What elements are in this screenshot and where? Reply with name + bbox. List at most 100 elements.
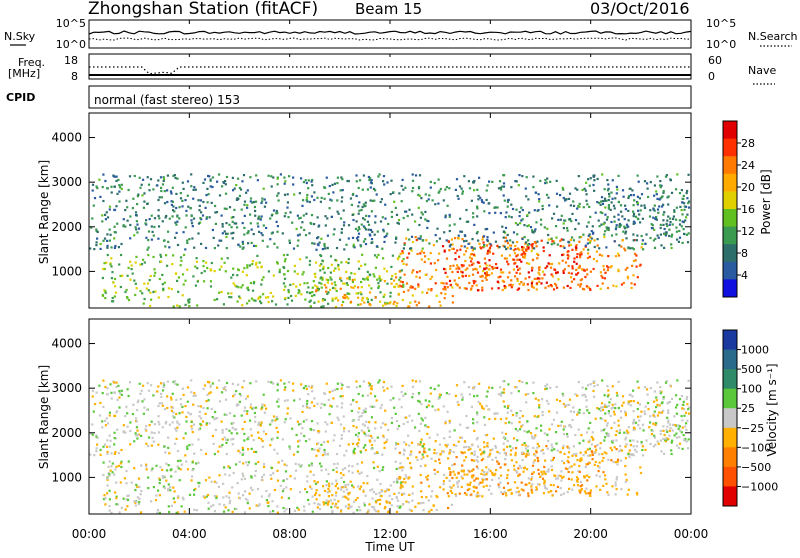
data-cell	[463, 245, 466, 248]
data-cell	[337, 487, 340, 490]
data-cell	[686, 447, 690, 450]
data-cell	[491, 287, 494, 290]
data-cell	[320, 196, 323, 199]
data-cell	[110, 265, 113, 268]
data-cell	[558, 262, 561, 265]
data-cell	[223, 466, 226, 469]
data-cell	[477, 400, 480, 403]
data-cell	[328, 185, 331, 188]
data-cell	[562, 188, 565, 191]
data-cell	[101, 392, 104, 395]
data-cell	[527, 492, 530, 495]
data-cell	[351, 279, 354, 282]
data-cell	[341, 495, 344, 498]
data-cell	[420, 481, 423, 484]
data-cell	[612, 439, 615, 442]
data-cell	[437, 178, 440, 181]
data-cell	[265, 432, 268, 436]
data-cell	[173, 416, 176, 419]
data-cell	[476, 491, 479, 494]
data-cell	[382, 386, 385, 389]
data-cell	[255, 380, 258, 383]
data-cell	[364, 238, 367, 241]
data-cell	[270, 214, 273, 217]
data-cell	[606, 179, 609, 182]
data-cell	[145, 287, 148, 290]
data-cell	[437, 202, 440, 205]
data-cell	[540, 223, 543, 226]
data-cell	[263, 205, 266, 208]
data-cell	[213, 418, 216, 421]
data-cell	[407, 305, 410, 308]
data-cell	[297, 508, 300, 511]
data-cell	[384, 505, 387, 509]
data-cell	[555, 442, 558, 445]
data-cell	[122, 424, 125, 427]
data-cell	[379, 300, 382, 303]
data-cell	[308, 464, 311, 467]
data-cell	[176, 511, 179, 514]
data-cell	[516, 486, 519, 489]
data-cell	[93, 454, 96, 457]
data-cell	[110, 397, 113, 400]
data-cell	[607, 204, 610, 207]
data-cell	[662, 396, 665, 399]
data-cell	[133, 440, 136, 443]
data-cell	[438, 252, 441, 255]
data-cell	[136, 496, 139, 499]
data-cell	[307, 187, 310, 190]
data-cell	[231, 510, 234, 513]
data-cell	[637, 386, 640, 389]
data-cell	[224, 386, 227, 389]
data-cell	[463, 473, 466, 476]
data-cell	[233, 428, 236, 431]
data-cell	[172, 497, 175, 500]
data-cell	[340, 231, 343, 234]
data-cell	[603, 199, 607, 202]
data-cell	[604, 206, 607, 209]
data-cell	[461, 271, 464, 274]
data-cell	[604, 478, 607, 481]
data-cell	[167, 464, 170, 467]
data-cell	[325, 468, 328, 471]
data-cell	[575, 255, 579, 259]
data-cell	[382, 466, 385, 469]
data-cell	[440, 281, 443, 284]
data-cell	[228, 412, 232, 415]
data-cell	[662, 409, 665, 412]
data-cell	[383, 280, 386, 283]
data-cell	[357, 432, 360, 435]
data-cell	[402, 422, 405, 426]
data-cell	[186, 445, 189, 448]
data-cell	[374, 421, 377, 424]
data-cell	[610, 234, 614, 237]
data-cell	[520, 281, 523, 284]
data-cell	[394, 447, 397, 450]
data-cell	[125, 405, 128, 408]
data-cell	[635, 450, 638, 453]
data-cell	[382, 257, 385, 260]
data-cell	[118, 390, 121, 393]
data-cell	[327, 302, 330, 305]
data-cell	[380, 198, 383, 201]
data-cell	[348, 278, 351, 281]
data-cell	[567, 255, 570, 258]
data-cell	[603, 439, 606, 442]
data-cell	[454, 237, 457, 240]
data-cell	[443, 231, 446, 234]
data-cell	[103, 262, 106, 265]
data-cell	[329, 404, 332, 407]
data-cell	[438, 396, 441, 399]
data-cell	[571, 488, 574, 491]
data-cell	[680, 431, 683, 434]
data-cell	[522, 470, 525, 473]
data-cell	[534, 397, 537, 400]
data-cell	[343, 454, 346, 457]
y-tick-label: 2000	[51, 426, 82, 440]
data-cell	[137, 477, 141, 480]
data-cell	[531, 258, 535, 261]
data-cell	[238, 295, 241, 298]
data-cell	[107, 465, 110, 468]
data-cell	[656, 208, 660, 211]
data-cell	[455, 384, 459, 387]
